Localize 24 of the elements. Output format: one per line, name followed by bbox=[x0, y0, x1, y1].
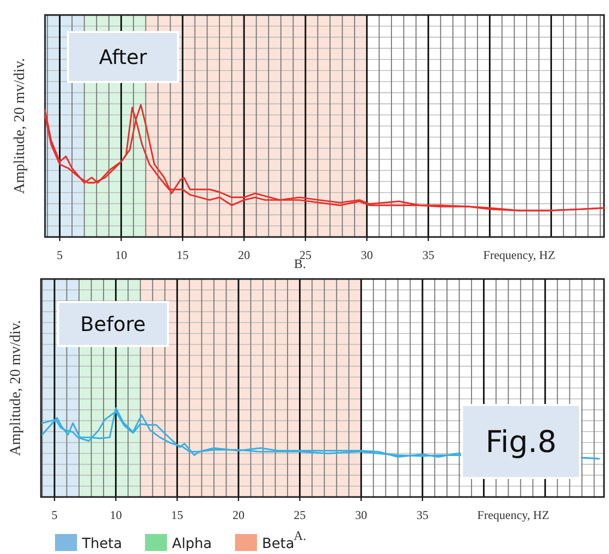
y-axis-title: Amplitude, 20 mv/div. bbox=[8, 320, 24, 456]
x-tick-label: 15 bbox=[171, 508, 184, 522]
x-tick-label: 10 bbox=[115, 248, 128, 262]
text: After bbox=[98, 45, 148, 69]
x-tick-label: 30 bbox=[355, 508, 368, 522]
legend-label: Beta bbox=[262, 536, 294, 552]
annotation: Fig.8 bbox=[485, 425, 557, 460]
legend-label: Theta bbox=[81, 536, 122, 552]
x-tick-label: 5 bbox=[56, 248, 63, 262]
x-tick-label: 35 bbox=[416, 508, 428, 522]
x-tick-label: 20 bbox=[238, 248, 250, 262]
x-tick-label: 25 bbox=[294, 508, 306, 522]
text: A. bbox=[294, 528, 306, 543]
y-axis-title: Amplitude, 20 mv/div. bbox=[12, 58, 28, 194]
x-tick-label: 35 bbox=[422, 248, 434, 262]
x-axis-title: Frequency, HZ bbox=[477, 508, 550, 522]
x-tick-label: 15 bbox=[176, 248, 189, 262]
x-tick-label: 5 bbox=[51, 508, 58, 522]
x-tick-label: 20 bbox=[232, 508, 244, 522]
text: Before bbox=[80, 312, 146, 336]
legend-label: Alpha bbox=[172, 536, 212, 552]
x-tick-label: 10 bbox=[110, 508, 122, 522]
x-axis-title: Frequency, HZ bbox=[483, 248, 556, 262]
x-tick-label: 30 bbox=[360, 248, 373, 262]
